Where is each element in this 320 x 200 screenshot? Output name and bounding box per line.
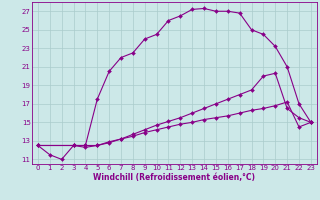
- X-axis label: Windchill (Refroidissement éolien,°C): Windchill (Refroidissement éolien,°C): [93, 173, 255, 182]
